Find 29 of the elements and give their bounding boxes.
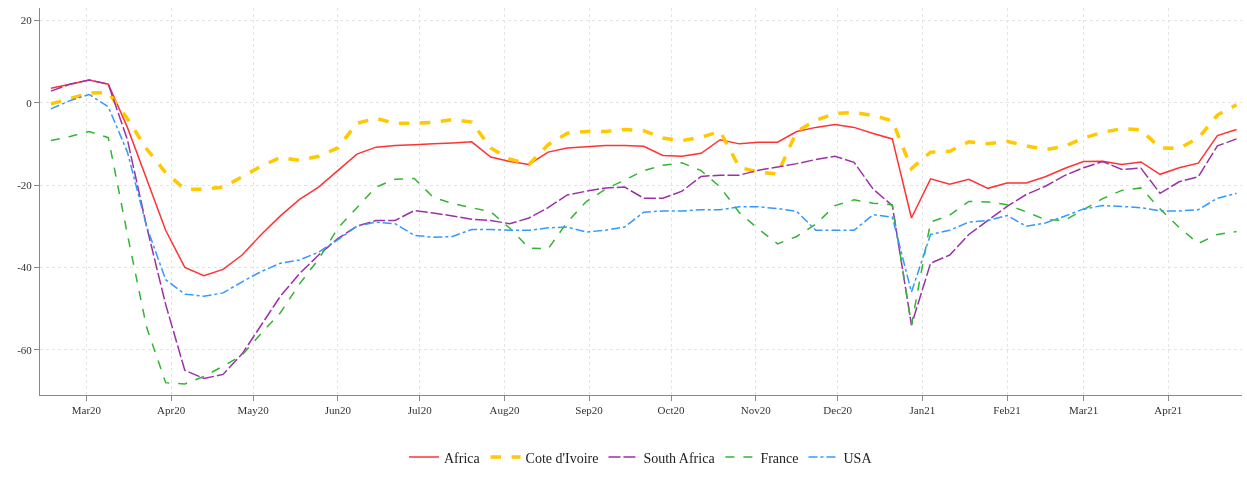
x-tick-label: Nov20 [740,404,772,417]
x-tick-label: Aug20 [489,404,520,417]
y-tick-label: -60 [17,343,33,356]
legend-label: France [760,450,799,466]
legend-label: Cote d'Ivoire [525,450,599,466]
legend-label: South Africa [643,450,716,466]
x-tick-label: Jan21 [909,404,936,417]
legend-label: Africa [444,450,481,466]
x-tick-label: Sep20 [575,404,604,417]
x-tick-label: Apr20 [157,404,186,417]
x-tick-label: Mar20 [71,404,102,417]
legend-label: USA [843,450,873,466]
x-tick-label: Jul20 [407,404,433,417]
y-tick-label: -40 [17,261,33,274]
y-tick-label: 20 [20,14,33,27]
y-tick-label: 0 [26,96,33,109]
y-tick-label: -20 [17,178,33,191]
x-tick-label: May20 [237,404,270,417]
line-series [50,93,1238,297]
x-tick-label: Dec20 [823,404,853,417]
x-tick-label: Oct20 [657,404,685,417]
x-tick-label: Feb21 [993,404,1021,417]
x-tick-label: Jun20 [324,404,352,417]
line-series [50,79,1238,277]
line-series [49,90,1239,191]
x-tick-label: Apr21 [1154,404,1183,417]
line-series [50,79,1238,380]
x-tick-label: Mar21 [1068,404,1099,417]
line-series [50,130,1238,385]
